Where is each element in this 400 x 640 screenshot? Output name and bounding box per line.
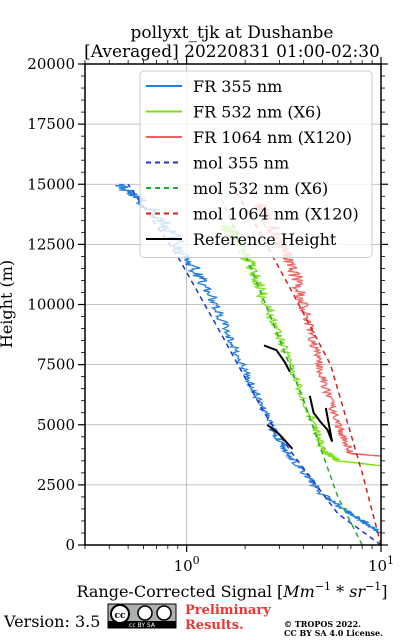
- version-label: Version: 3.5: [3, 612, 100, 631]
- y-tick-label: 5000: [37, 416, 75, 434]
- y-axis-label: Height (m): [0, 260, 16, 348]
- series-line-reference-height: [266, 424, 294, 450]
- x-tick-label: 100: [174, 554, 200, 575]
- y-tick-label: 20000: [27, 55, 75, 73]
- legend-label: mol 532 nm (X6): [193, 179, 328, 198]
- copyright-line2: CC BY SA 4.0 License.: [284, 628, 383, 638]
- y-tick-label: 12500: [27, 235, 75, 253]
- chart-subtitle: [Averaged] 20220831 01:00-02:30: [84, 42, 380, 62]
- legend-label: mol 1064 nm (X120): [193, 205, 359, 224]
- x-axis-label-exp2: −1: [365, 580, 381, 593]
- cc-logo-icon: [110, 604, 130, 624]
- legend-label: FR 532 nm (X6): [193, 103, 321, 122]
- chart-title: pollyxt_tjk at Dushanbe: [131, 23, 334, 43]
- x-axis-label-main: Range-Corrected Signal [: [76, 582, 283, 601]
- cc-badge-text: cc BY SA: [129, 622, 156, 629]
- y-tick-label: 15000: [27, 175, 75, 193]
- legend-box: [139, 70, 373, 258]
- y-tick-label: 2500: [37, 476, 75, 494]
- x-axis-label: Range-Corrected Signal [Mm−1 * sr−1]: [76, 580, 387, 601]
- series-line-1: [220, 224, 381, 467]
- legend-label: mol 355 nm: [193, 154, 289, 173]
- preliminary-label-line2: Results.: [185, 618, 244, 633]
- legend-label: Reference Height: [193, 230, 337, 249]
- svg-text:cc: cc: [115, 611, 126, 621]
- x-axis-label-exp1: −1: [315, 580, 331, 593]
- sa-sharealike-icon: [156, 605, 172, 621]
- series-line-reference-height: [263, 344, 291, 373]
- y-tick-label: 0: [65, 536, 75, 554]
- y-tick-label: 10000: [27, 296, 75, 314]
- legend: FR 355 nm FR 532 nm (X6) FR 1064 nm (X120)…: [139, 70, 373, 258]
- legend-label: FR 355 nm: [193, 77, 282, 96]
- axes: 0 2500 5000 7500 10000 12500 15000 17500 20000 10…: [27, 55, 394, 575]
- copyright-line1: © TROPOS 2022.: [284, 619, 361, 629]
- x-axis-label-mid: * sr: [331, 582, 366, 601]
- y-tick-label: 17500: [27, 115, 75, 133]
- x-tick-label: 101: [368, 554, 394, 575]
- by-attribution-icon: [137, 605, 153, 621]
- preliminary-label-line1: Preliminary: [185, 603, 271, 618]
- x-axis-label-end: ]: [381, 582, 387, 601]
- series-line-5: [230, 183, 382, 546]
- x-axis-label-unit: Mm: [282, 582, 315, 601]
- legend-label: FR 1064 nm (X120): [193, 128, 352, 147]
- series-line-reference-height: [308, 395, 334, 442]
- cc-license-badge: cc cc BY SA: [107, 603, 177, 629]
- y-tick-label: 7500: [37, 356, 75, 374]
